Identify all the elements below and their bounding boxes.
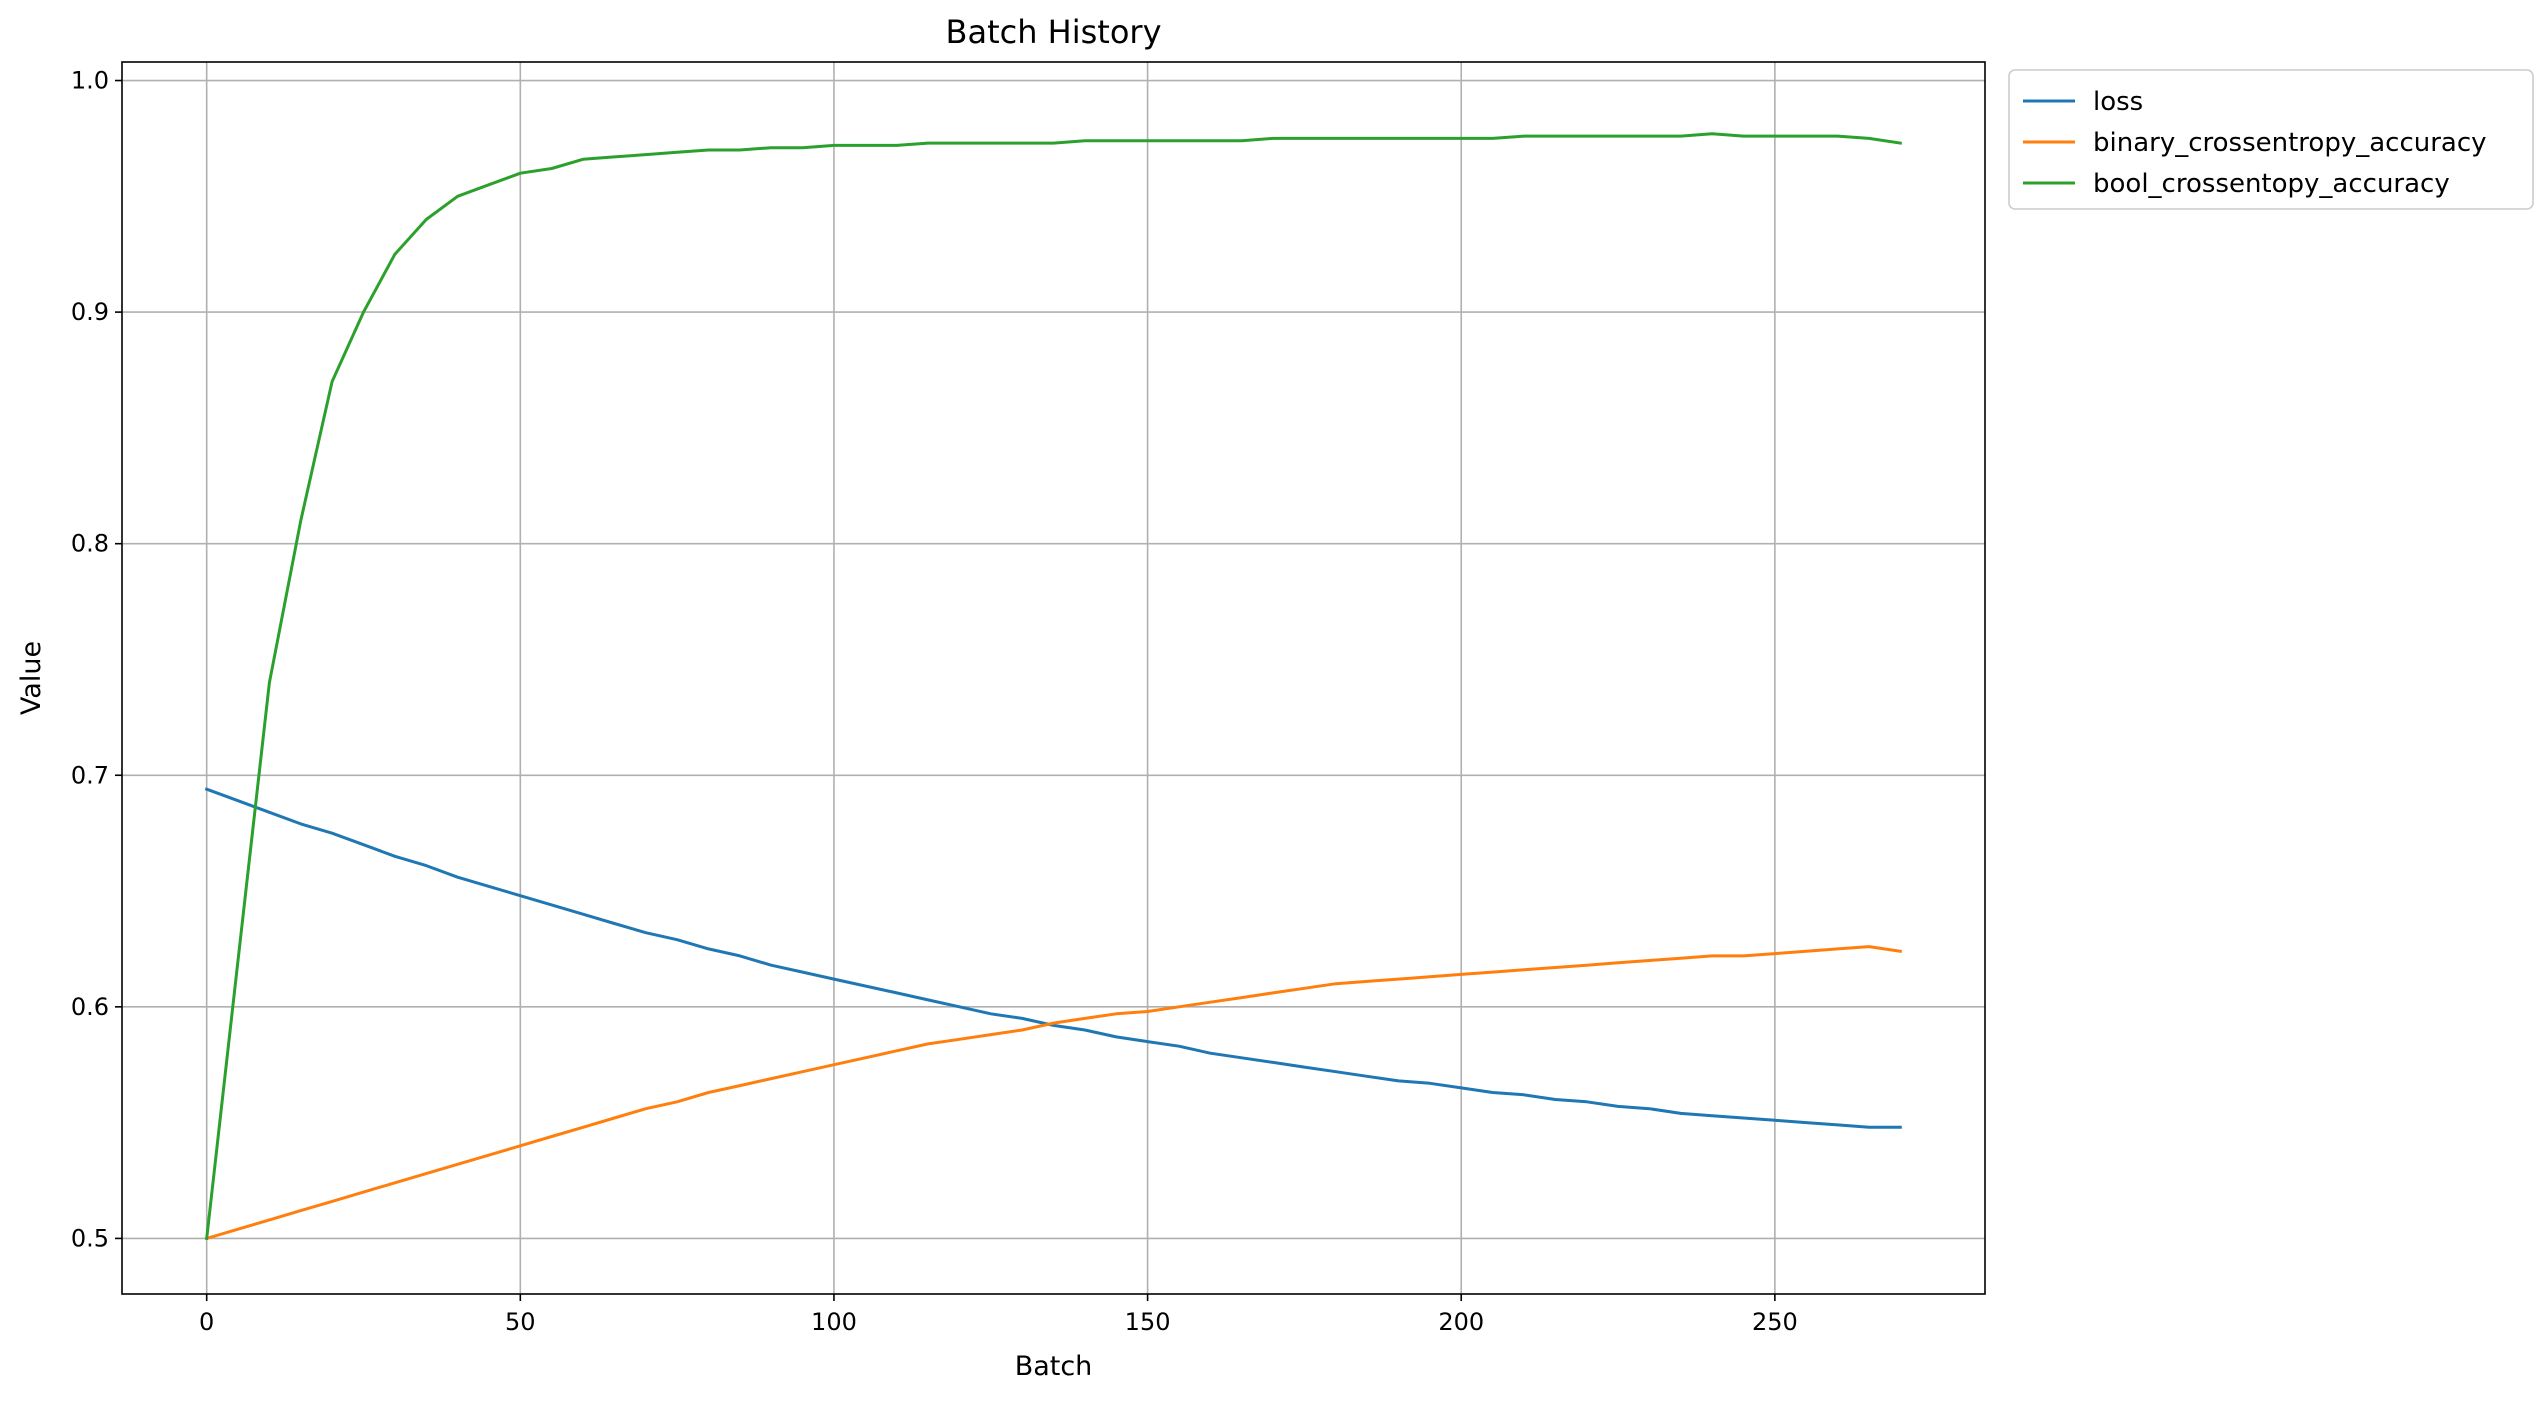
legend-label-1: binary_crossentropy_accuracy	[2093, 128, 2487, 158]
y-tick-label: 0.8	[71, 530, 109, 558]
legend-label-0: loss	[2093, 87, 2143, 117]
series-lines	[204, 132, 1903, 1241]
series-line-2	[205, 132, 1903, 1241]
y-tick-label: 0.5	[71, 1224, 109, 1252]
grid-lines	[122, 62, 1985, 1294]
x-axis-label: Batch	[1015, 1351, 1093, 1382]
series-line-0	[204, 787, 1902, 1129]
x-tick-label: 0	[199, 1308, 214, 1336]
y-tick-label: 0.7	[71, 761, 109, 789]
legend: loss binary_crossentropy_accuracy bool_cro…	[2008, 69, 2534, 210]
chart-title: Batch History	[946, 13, 1162, 51]
x-tick-label: 100	[811, 1308, 857, 1336]
x-tick-label: 250	[1752, 1308, 1798, 1336]
legend-label-2: bool_crossentopy_accuracy	[2093, 169, 2450, 199]
y-tick-label: 0.9	[71, 298, 109, 326]
x-tick-label: 150	[1125, 1308, 1171, 1336]
x-tick-label: 200	[1438, 1308, 1484, 1336]
series-line-1	[204, 945, 1903, 1241]
legend-box	[2008, 69, 2534, 210]
x-tick-label: 50	[505, 1308, 536, 1336]
axis-ticks: 0 50 100 150 200 250 0.5 0.6 0.7 0.8 0.9 1.0	[71, 67, 1798, 1336]
y-tick-label: 0.6	[71, 993, 109, 1021]
y-axis-label: Value	[16, 641, 47, 715]
plot-frame	[121, 61, 1986, 1295]
y-tick-label: 1.0	[71, 67, 109, 95]
